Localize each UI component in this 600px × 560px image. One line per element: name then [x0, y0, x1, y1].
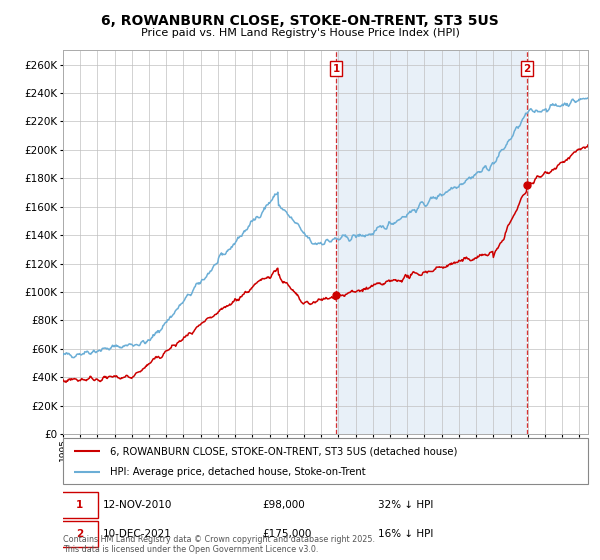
Text: 2: 2 [523, 64, 530, 74]
FancyBboxPatch shape [63, 438, 588, 484]
Text: 1: 1 [332, 64, 340, 74]
Text: 6, ROWANBURN CLOSE, STOKE-ON-TRENT, ST3 5US (detached house): 6, ROWANBURN CLOSE, STOKE-ON-TRENT, ST3 … [110, 446, 458, 456]
Text: Price paid vs. HM Land Registry's House Price Index (HPI): Price paid vs. HM Land Registry's House … [140, 28, 460, 38]
Text: £98,000: £98,000 [263, 500, 305, 510]
Bar [336, 50, 527, 434]
FancyBboxPatch shape [61, 521, 98, 548]
Text: 12-NOV-2010: 12-NOV-2010 [103, 500, 172, 510]
Text: 6, ROWANBURN CLOSE, STOKE-ON-TRENT, ST3 5US: 6, ROWANBURN CLOSE, STOKE-ON-TRENT, ST3 … [101, 14, 499, 28]
Text: 32% ↓ HPI: 32% ↓ HPI [378, 500, 433, 510]
Text: HPI: Average price, detached house, Stoke-on-Trent: HPI: Average price, detached house, Stok… [110, 466, 366, 477]
Text: 10-DEC-2021: 10-DEC-2021 [103, 529, 171, 539]
Text: 2: 2 [76, 529, 83, 539]
Text: 16% ↓ HPI: 16% ↓ HPI [378, 529, 433, 539]
Text: Contains HM Land Registry data © Crown copyright and database right 2025.
This d: Contains HM Land Registry data © Crown c… [63, 535, 375, 554]
FancyBboxPatch shape [61, 492, 98, 519]
Text: £175,000: £175,000 [263, 529, 312, 539]
Text: 1: 1 [76, 500, 83, 510]
